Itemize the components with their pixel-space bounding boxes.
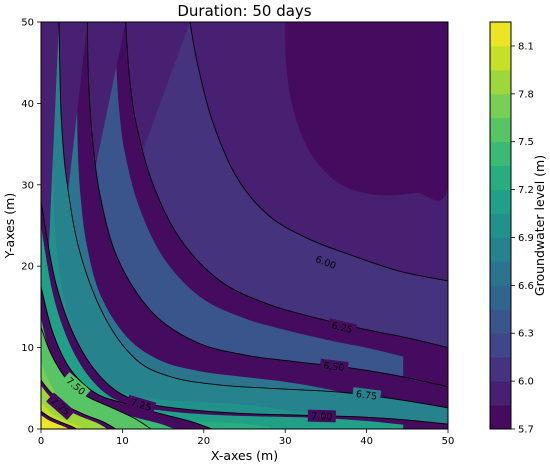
colorbar-tick-label: 6.3 [518, 329, 534, 340]
colorbar-band [490, 118, 511, 142]
x-tick-label: 30 [279, 436, 292, 447]
colorbar-ticks: 5.76.06.36.66.97.27.57.88.1 [511, 41, 534, 435]
colorbar-label: Groundwater level (m) [532, 155, 547, 296]
y-axis-label: Y-axes (m) [2, 193, 17, 259]
y-tick-label: 50 [21, 18, 34, 29]
y-tick-label: 40 [21, 99, 34, 110]
x-tick-label: 20 [197, 436, 210, 447]
colorbar-band [490, 405, 511, 429]
colorbar-band [490, 166, 511, 190]
colorbar-band [490, 333, 511, 357]
colorbar-band [490, 261, 511, 285]
colorbar-band [490, 214, 511, 238]
y-tick-label: 0 [28, 425, 34, 436]
colorbar-band [490, 309, 511, 333]
chart-title: Duration: 50 days [177, 2, 311, 20]
y-tick-label: 30 [21, 180, 34, 191]
colorbar-tick-label: 7.5 [518, 137, 534, 148]
plot-area [41, 22, 450, 429]
colorbar-tick-label: 5.7 [518, 425, 534, 436]
colorbar-band [490, 285, 511, 309]
contour-label-7.00: 7.00 [311, 411, 332, 423]
colorbar-bands [490, 22, 511, 429]
colorbar-band [490, 46, 511, 70]
colorbar-band [490, 381, 511, 405]
x-axis: 0 10 20 30 40 50 [38, 429, 455, 447]
colorbar-tick-label: 7.8 [518, 89, 534, 100]
x-tick-label: 10 [116, 436, 129, 447]
colorbar-tick-label: 8.1 [518, 41, 534, 52]
colorbar: 5.76.06.36.66.97.27.57.88.1 [490, 22, 534, 436]
colorbar-band [490, 190, 511, 214]
contour-fills [41, 22, 450, 429]
x-tick-label: 50 [442, 436, 455, 447]
colorbar-band [490, 142, 511, 166]
y-tick-label: 20 [21, 262, 34, 273]
colorbar-band [490, 357, 511, 381]
colorbar-band [490, 70, 511, 94]
colorbar-band [490, 237, 511, 261]
x-tick-label: 40 [360, 436, 373, 447]
colorbar-band [490, 94, 511, 118]
x-axis-label: X-axes (m) [211, 448, 278, 463]
x-tick-label: 0 [38, 436, 44, 447]
colorbar-band [490, 22, 511, 46]
y-axis: 0 10 20 30 40 50 [21, 18, 41, 436]
colorbar-tick-label: 6.0 [518, 377, 534, 388]
y-tick-label: 10 [21, 343, 34, 354]
